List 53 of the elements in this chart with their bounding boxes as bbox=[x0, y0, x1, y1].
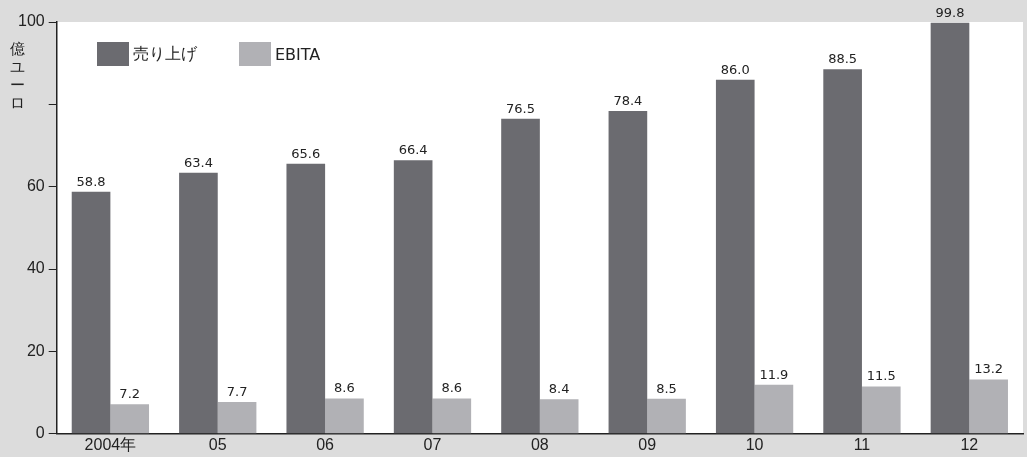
bar bbox=[715, 79, 755, 434]
bar bbox=[110, 404, 150, 434]
bar bbox=[432, 398, 472, 434]
bar bbox=[217, 402, 257, 434]
y-tick-label: 20 bbox=[26, 341, 45, 359]
data-label: 7.7 bbox=[226, 383, 248, 399]
bar bbox=[608, 110, 648, 434]
x-tick-label: 08 bbox=[530, 435, 549, 453]
data-label: 7.2 bbox=[119, 386, 141, 402]
bar bbox=[71, 191, 111, 434]
bar bbox=[501, 118, 540, 434]
data-label: 76.5 bbox=[506, 100, 535, 116]
x-tick-label: 12 bbox=[960, 435, 979, 453]
x-tick-label: 07 bbox=[423, 435, 442, 453]
y-tick-label: 60 bbox=[26, 177, 45, 195]
bar bbox=[393, 160, 433, 434]
bar bbox=[930, 22, 970, 434]
bar bbox=[325, 398, 364, 434]
legend-label: 売り上げ bbox=[133, 43, 197, 65]
bar bbox=[286, 163, 326, 434]
data-label: 63.4 bbox=[183, 154, 213, 170]
bar bbox=[754, 384, 794, 434]
bar bbox=[647, 398, 686, 434]
data-label: 65.6 bbox=[291, 145, 321, 161]
x-tick-label: 05 bbox=[208, 435, 227, 453]
data-label: 8.6 bbox=[334, 380, 355, 396]
x-tick-label: 11 bbox=[853, 435, 871, 453]
data-label: 11.5 bbox=[866, 368, 896, 384]
data-label: 78.4 bbox=[613, 92, 643, 108]
data-label: 11.9 bbox=[759, 366, 789, 382]
data-label: 88.5 bbox=[828, 51, 858, 67]
bar bbox=[823, 69, 862, 434]
bar bbox=[861, 386, 901, 434]
data-label: 99.8 bbox=[935, 4, 965, 20]
data-label: 58.8 bbox=[76, 173, 106, 189]
bar bbox=[179, 172, 218, 434]
y-tick-label: 100 bbox=[17, 12, 45, 30]
y-tick-label: 40 bbox=[26, 259, 45, 277]
x-tick-label: 06 bbox=[316, 435, 335, 453]
legend-label: EBITA bbox=[275, 44, 321, 64]
data-label: 8.6 bbox=[441, 380, 463, 396]
x-tick-label: 2004年 bbox=[84, 435, 137, 453]
y-axis-title: 億ユーロ bbox=[8, 40, 26, 112]
x-tick-label: 09 bbox=[638, 435, 657, 453]
bar bbox=[969, 379, 1008, 434]
y-tick-label: 0 bbox=[35, 424, 45, 442]
bar bbox=[539, 399, 579, 434]
x-tick-label: 10 bbox=[745, 435, 764, 453]
data-label: 8.4 bbox=[548, 381, 570, 397]
data-label: 86.0 bbox=[720, 61, 750, 77]
data-label: 8.5 bbox=[656, 380, 677, 396]
data-label: 13.2 bbox=[974, 361, 1004, 377]
data-label: 66.4 bbox=[398, 142, 428, 158]
